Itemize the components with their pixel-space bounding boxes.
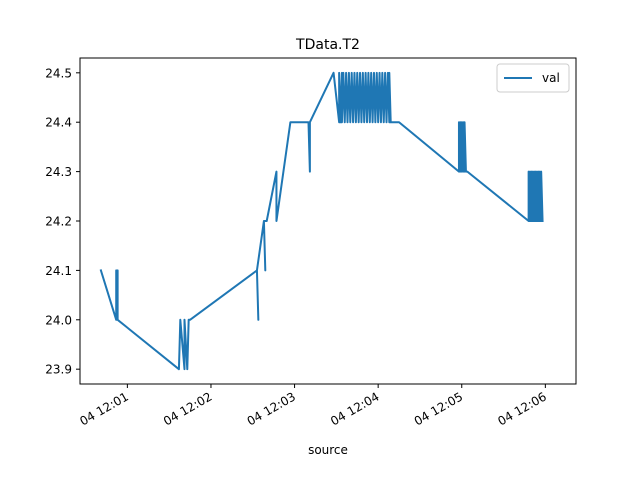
legend-label-val: val <box>542 71 560 85</box>
y-tick-label: 24.4 <box>45 116 72 130</box>
y-tick-label: 23.9 <box>45 363 72 377</box>
series-layer <box>99 71 544 371</box>
legend: val <box>496 63 570 93</box>
series-line-val <box>99 71 544 371</box>
y-tick-label: 24.1 <box>45 264 72 278</box>
y-tick-label: 24.2 <box>45 215 72 229</box>
x-axis-label: source <box>308 443 348 457</box>
legend-frame <box>496 63 570 93</box>
plot-area <box>79 57 577 385</box>
chart-title: TData.T2 <box>295 37 360 53</box>
y-tick-label: 24.3 <box>45 165 72 179</box>
plot-background <box>80 58 576 384</box>
y-tick-label: 24.5 <box>45 66 72 80</box>
y-axis: 23.9 24.0 24.1 24.2 24.3 24.4 24.5 <box>45 66 80 377</box>
y-tick-label: 24.0 <box>45 313 72 327</box>
